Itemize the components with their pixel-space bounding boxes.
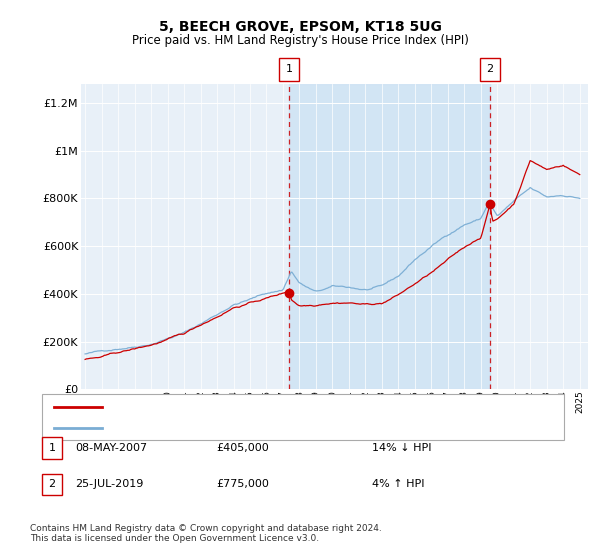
Text: £405,000: £405,000 bbox=[216, 443, 269, 453]
Text: 1: 1 bbox=[286, 64, 292, 74]
Text: 2: 2 bbox=[49, 479, 55, 489]
Text: 2: 2 bbox=[487, 64, 494, 74]
Text: Contains HM Land Registry data © Crown copyright and database right 2024.
This d: Contains HM Land Registry data © Crown c… bbox=[30, 524, 382, 543]
Text: 08-MAY-2007: 08-MAY-2007 bbox=[75, 443, 147, 453]
Text: 4% ↑ HPI: 4% ↑ HPI bbox=[372, 479, 425, 489]
Text: £775,000: £775,000 bbox=[216, 479, 269, 489]
Text: 14% ↓ HPI: 14% ↓ HPI bbox=[372, 443, 431, 453]
Text: 1: 1 bbox=[49, 443, 55, 453]
Text: HPI: Average price, detached house, Reigate and Banstead: HPI: Average price, detached house, Reig… bbox=[108, 423, 416, 433]
Bar bbox=[289, 84, 490, 389]
Text: Price paid vs. HM Land Registry's House Price Index (HPI): Price paid vs. HM Land Registry's House … bbox=[131, 34, 469, 46]
Text: 5, BEECH GROVE, EPSOM, KT18 5UG: 5, BEECH GROVE, EPSOM, KT18 5UG bbox=[158, 20, 442, 34]
Text: 5, BEECH GROVE, EPSOM, KT18 5UG (detached house): 5, BEECH GROVE, EPSOM, KT18 5UG (detache… bbox=[108, 402, 392, 412]
Text: 25-JUL-2019: 25-JUL-2019 bbox=[75, 479, 143, 489]
